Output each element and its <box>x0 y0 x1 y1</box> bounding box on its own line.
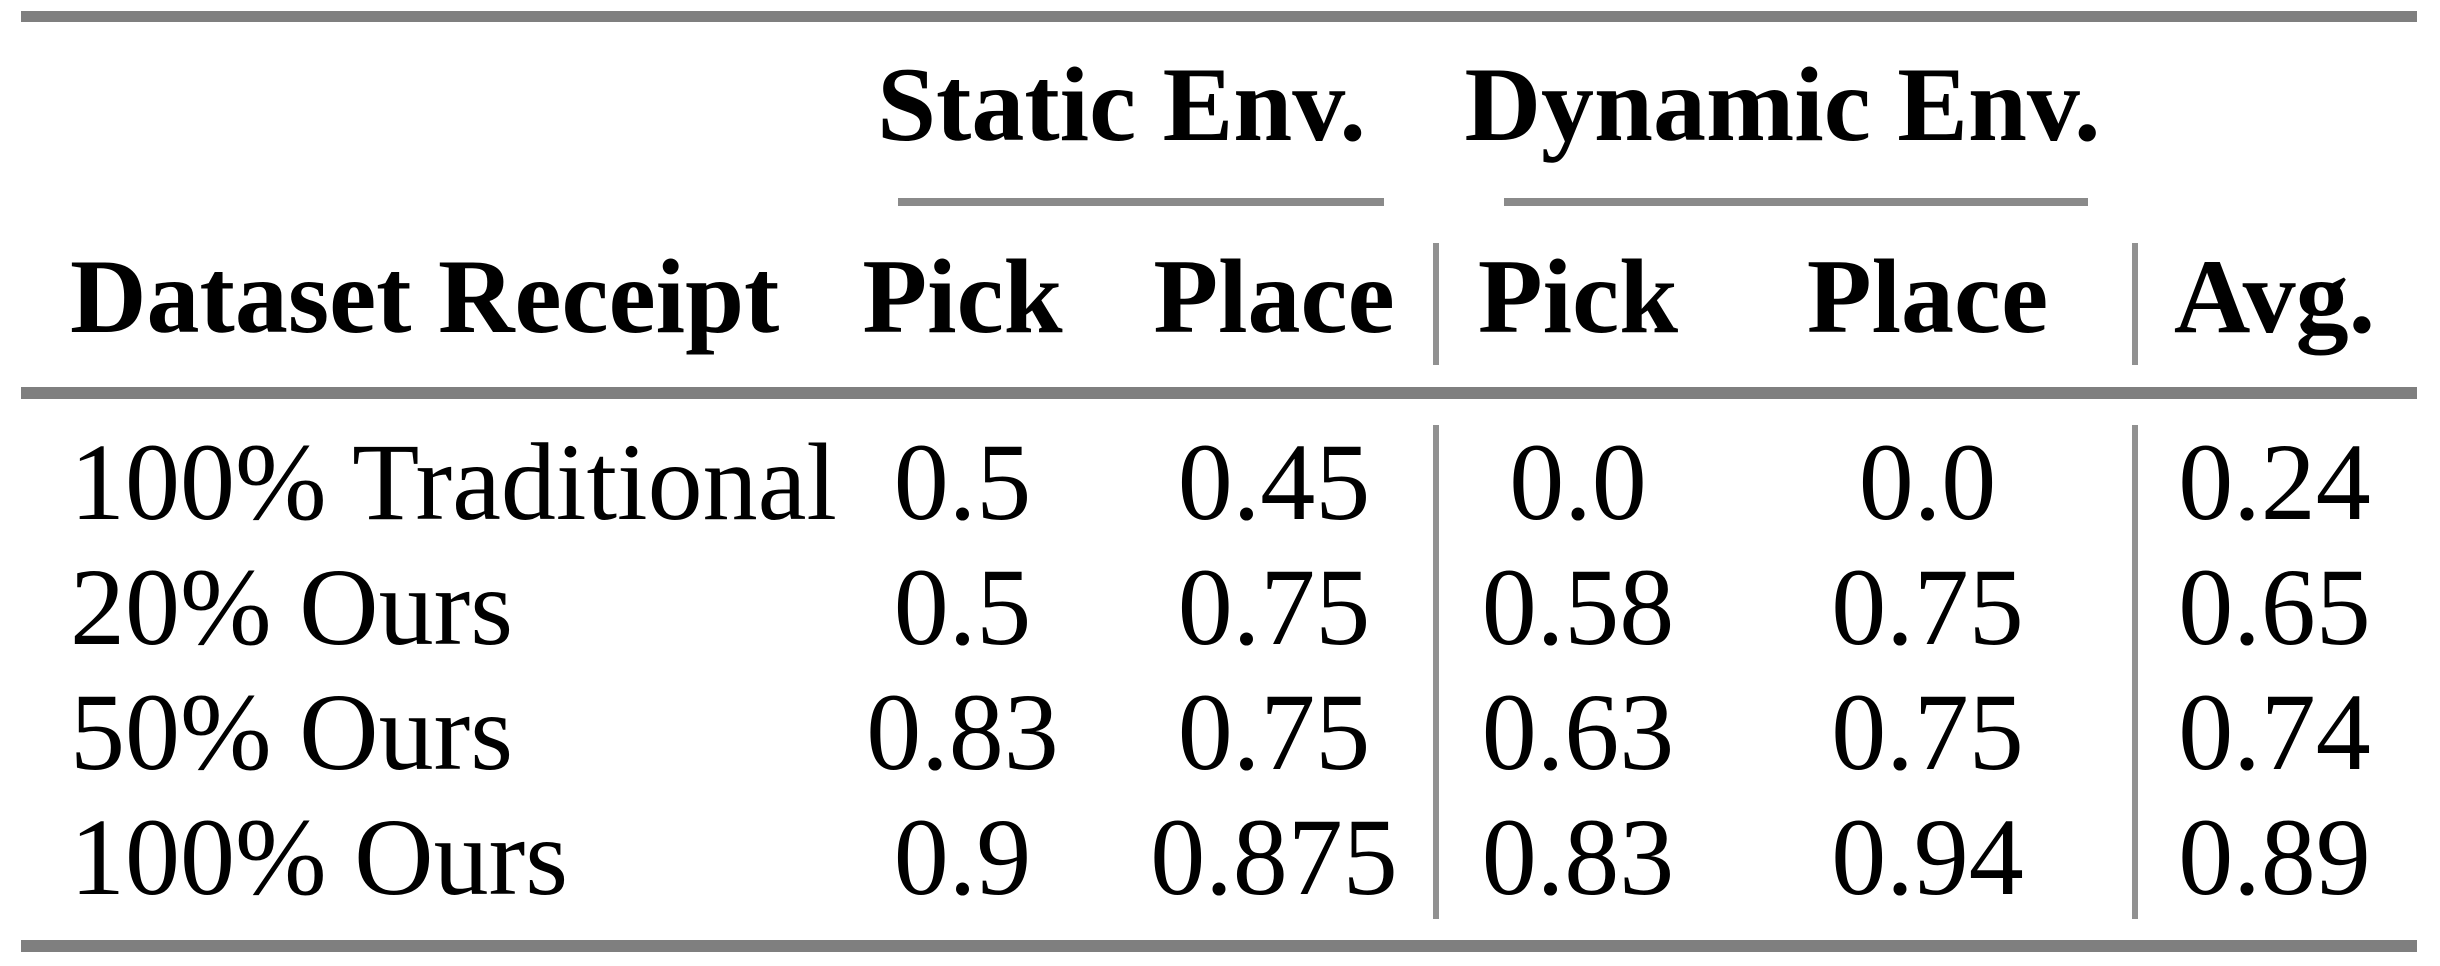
cell-dynamic-place: 0.94 <box>1831 795 2024 918</box>
cell-static-pick: 0.9 <box>893 795 1032 918</box>
cell-static-pick: 0.83 <box>866 670 1059 793</box>
cell-avg: 0.65 <box>2178 545 2371 668</box>
vertical-rule-static-dynamic-header <box>1433 243 1439 365</box>
bottom-rule <box>21 940 2417 952</box>
mid-rule <box>21 387 2417 399</box>
cell-dynamic-pick: 0.0 <box>1509 420 1647 543</box>
static-env-cmidrule <box>898 198 1384 206</box>
group-row-spacer-right <box>2132 22 2417 206</box>
cell-avg: 0.24 <box>2178 420 2371 543</box>
static-env-group-header: Static Env. <box>810 22 1433 206</box>
dynamic-env-group-header: Dynamic Env. <box>1433 22 2132 206</box>
static-env-label: Static Env. <box>877 46 1366 163</box>
column-header-static-pick: Pick <box>862 237 1063 355</box>
vertical-rule-static-dynamic-body <box>1433 425 1439 919</box>
cell-static-place: 0.45 <box>1177 420 1371 543</box>
column-header-static-place: Place <box>1153 237 1395 355</box>
cell-static-pick: 0.5 <box>893 545 1032 668</box>
vertical-rule-avg-header <box>2132 243 2138 365</box>
cell-dynamic-place: 0.0 <box>1858 420 1997 543</box>
cell-static-place: 0.875 <box>1150 795 1398 918</box>
cell-dynamic-place: 0.75 <box>1831 670 2024 793</box>
dynamic-env-cmidrule <box>1504 198 2088 206</box>
column-header-dynamic-place: Place <box>1806 237 2049 355</box>
cell-dynamic-place: 0.75 <box>1831 545 2024 668</box>
group-row-spacer-left <box>21 22 810 206</box>
top-rule <box>21 11 2417 22</box>
cell-static-pick: 0.5 <box>893 420 1032 543</box>
dynamic-env-label: Dynamic Env. <box>1464 46 2101 163</box>
cell-avg: 0.74 <box>2178 670 2371 793</box>
cell-dynamic-pick: 0.63 <box>1481 670 1675 793</box>
results-table: Static Env. Dynamic Env. Dataset Receipt… <box>21 11 2417 952</box>
cell-dynamic-pick: 0.83 <box>1481 795 1675 918</box>
cell-static-place: 0.75 <box>1177 545 1371 668</box>
vertical-rule-avg-body <box>2132 425 2138 919</box>
row-label: 50% Ours <box>70 670 514 793</box>
row-label: 100% Ours <box>70 795 569 918</box>
column-header-dataset-receipt: Dataset Receipt <box>70 237 780 355</box>
cell-static-place: 0.75 <box>1177 670 1371 793</box>
cell-dynamic-pick: 0.58 <box>1481 545 1675 668</box>
cell-avg: 0.89 <box>2178 795 2371 918</box>
row-label: 100% Traditional <box>70 420 837 543</box>
column-header-avg: Avg. <box>2173 237 2376 355</box>
row-label: 20% Ours <box>70 545 514 668</box>
column-header-dynamic-pick: Pick <box>1477 237 1679 355</box>
